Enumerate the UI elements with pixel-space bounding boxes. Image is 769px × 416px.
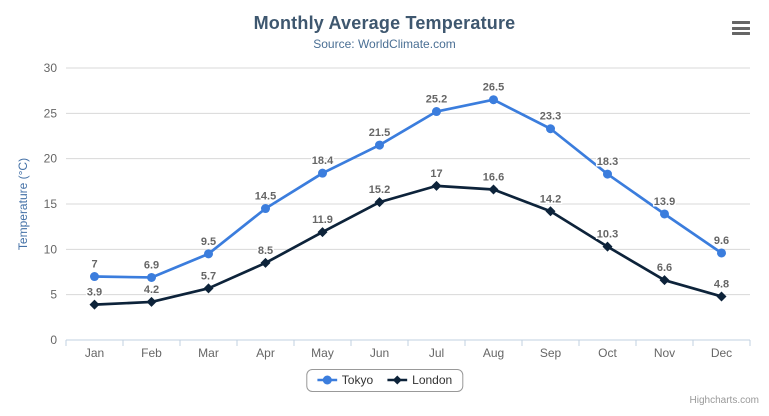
svg-text:9.6: 9.6 <box>714 235 729 247</box>
svg-text:Aug: Aug <box>483 346 504 360</box>
svg-text:Jul: Jul <box>429 346 444 360</box>
svg-text:4.8: 4.8 <box>714 278 729 290</box>
svg-text:6.6: 6.6 <box>657 262 672 274</box>
svg-text:17: 17 <box>430 168 442 180</box>
svg-text:26.5: 26.5 <box>483 82 504 94</box>
svg-text:Mar: Mar <box>198 346 219 360</box>
svg-text:3.9: 3.9 <box>87 287 102 299</box>
legend-label: London <box>412 373 453 387</box>
svg-text:10.3: 10.3 <box>597 229 618 241</box>
svg-text:Jun: Jun <box>370 346 389 360</box>
hamburger-icon <box>732 21 750 24</box>
svg-text:20: 20 <box>44 152 58 166</box>
svg-text:11.9: 11.9 <box>312 214 333 226</box>
legend-label: Tokyo <box>341 373 374 387</box>
svg-text:10: 10 <box>44 242 58 256</box>
svg-text:15: 15 <box>44 197 58 211</box>
hamburger-icon <box>732 26 750 30</box>
context-menu-button[interactable] <box>732 21 750 35</box>
circle-marker-icon <box>316 375 337 385</box>
credits-link[interactable]: Highcharts.com <box>689 395 759 406</box>
chart-subtitle: Source: WorldClimate.com <box>313 37 456 51</box>
svg-text:6.9: 6.9 <box>144 259 159 271</box>
svg-text:25: 25 <box>44 106 58 120</box>
svg-text:18.4: 18.4 <box>312 155 334 167</box>
legend-box: Tokyo London <box>305 369 464 392</box>
svg-text:Oct: Oct <box>598 346 617 360</box>
legend-item-london[interactable]: London <box>387 373 452 387</box>
svg-text:13.9: 13.9 <box>654 196 675 208</box>
svg-text:Dec: Dec <box>711 346 732 360</box>
svg-text:Jan: Jan <box>85 346 104 360</box>
svg-text:May: May <box>311 346 334 360</box>
svg-text:Sep: Sep <box>540 346 562 360</box>
svg-text:0: 0 <box>50 333 57 347</box>
svg-text:5.7: 5.7 <box>201 270 216 282</box>
svg-text:23.3: 23.3 <box>540 111 561 123</box>
svg-text:4.2: 4.2 <box>144 284 159 296</box>
svg-text:7: 7 <box>91 259 97 271</box>
svg-text:25.2: 25.2 <box>426 94 447 106</box>
svg-text:8.5: 8.5 <box>258 245 273 257</box>
svg-text:16.6: 16.6 <box>483 171 504 183</box>
svg-text:18.3: 18.3 <box>597 156 618 168</box>
svg-text:9.5: 9.5 <box>201 236 216 248</box>
svg-text:15.2: 15.2 <box>369 184 390 196</box>
hamburger-icon <box>732 32 750 35</box>
svg-text:30: 30 <box>44 61 58 75</box>
svg-text:Nov: Nov <box>654 346 675 360</box>
svg-text:Temperature (°C): Temperature (°C) <box>16 158 30 250</box>
svg-text:21.5: 21.5 <box>369 127 390 139</box>
svg-text:Feb: Feb <box>141 346 162 360</box>
svg-text:5: 5 <box>50 288 57 302</box>
diamond-marker-icon <box>387 375 408 385</box>
svg-text:14.5: 14.5 <box>255 191 276 203</box>
legend-item-tokyo[interactable]: Tokyo <box>316 373 374 387</box>
svg-text:Apr: Apr <box>256 346 275 360</box>
chart-title: Monthly Average Temperature <box>253 13 516 33</box>
svg-text:14.2: 14.2 <box>540 193 561 205</box>
